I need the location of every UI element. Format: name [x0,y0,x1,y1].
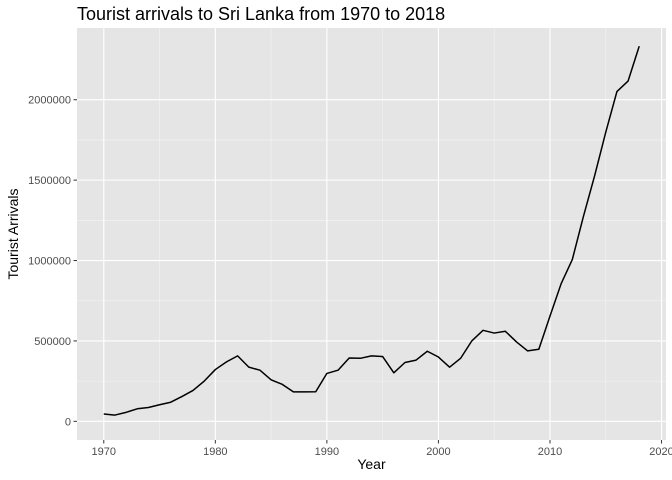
chart-title: Tourist arrivals to Sri Lanka from 1970 … [77,4,445,24]
x-tick-label: 2020 [649,446,672,458]
y-tick-label: 500000 [34,336,71,348]
y-axis: 0 500000 1000000 1500000 2000000 [28,95,77,428]
x-tick-label: 2010 [538,446,562,458]
y-axis-title: Tourist Arrivals [5,188,21,279]
minor-gridlines [77,28,666,440]
major-gridlines [77,28,666,440]
y-tick-label: 1500000 [28,175,71,187]
y-tick-label: 1000000 [28,256,71,268]
x-tick-label: 1970 [92,446,116,458]
x-tick-label: 2000 [426,446,450,458]
x-tick-label: 1980 [203,446,227,458]
x-tick-label: 1990 [315,446,339,458]
x-axis-title: Year [357,456,386,472]
plot-background [77,28,666,440]
y-tick-label: 0 [65,416,71,428]
series-line [103,45,640,416]
y-tick-label: 2000000 [28,95,71,107]
x-axis: 1970 1980 1990 2000 2010 2020 [92,440,672,458]
